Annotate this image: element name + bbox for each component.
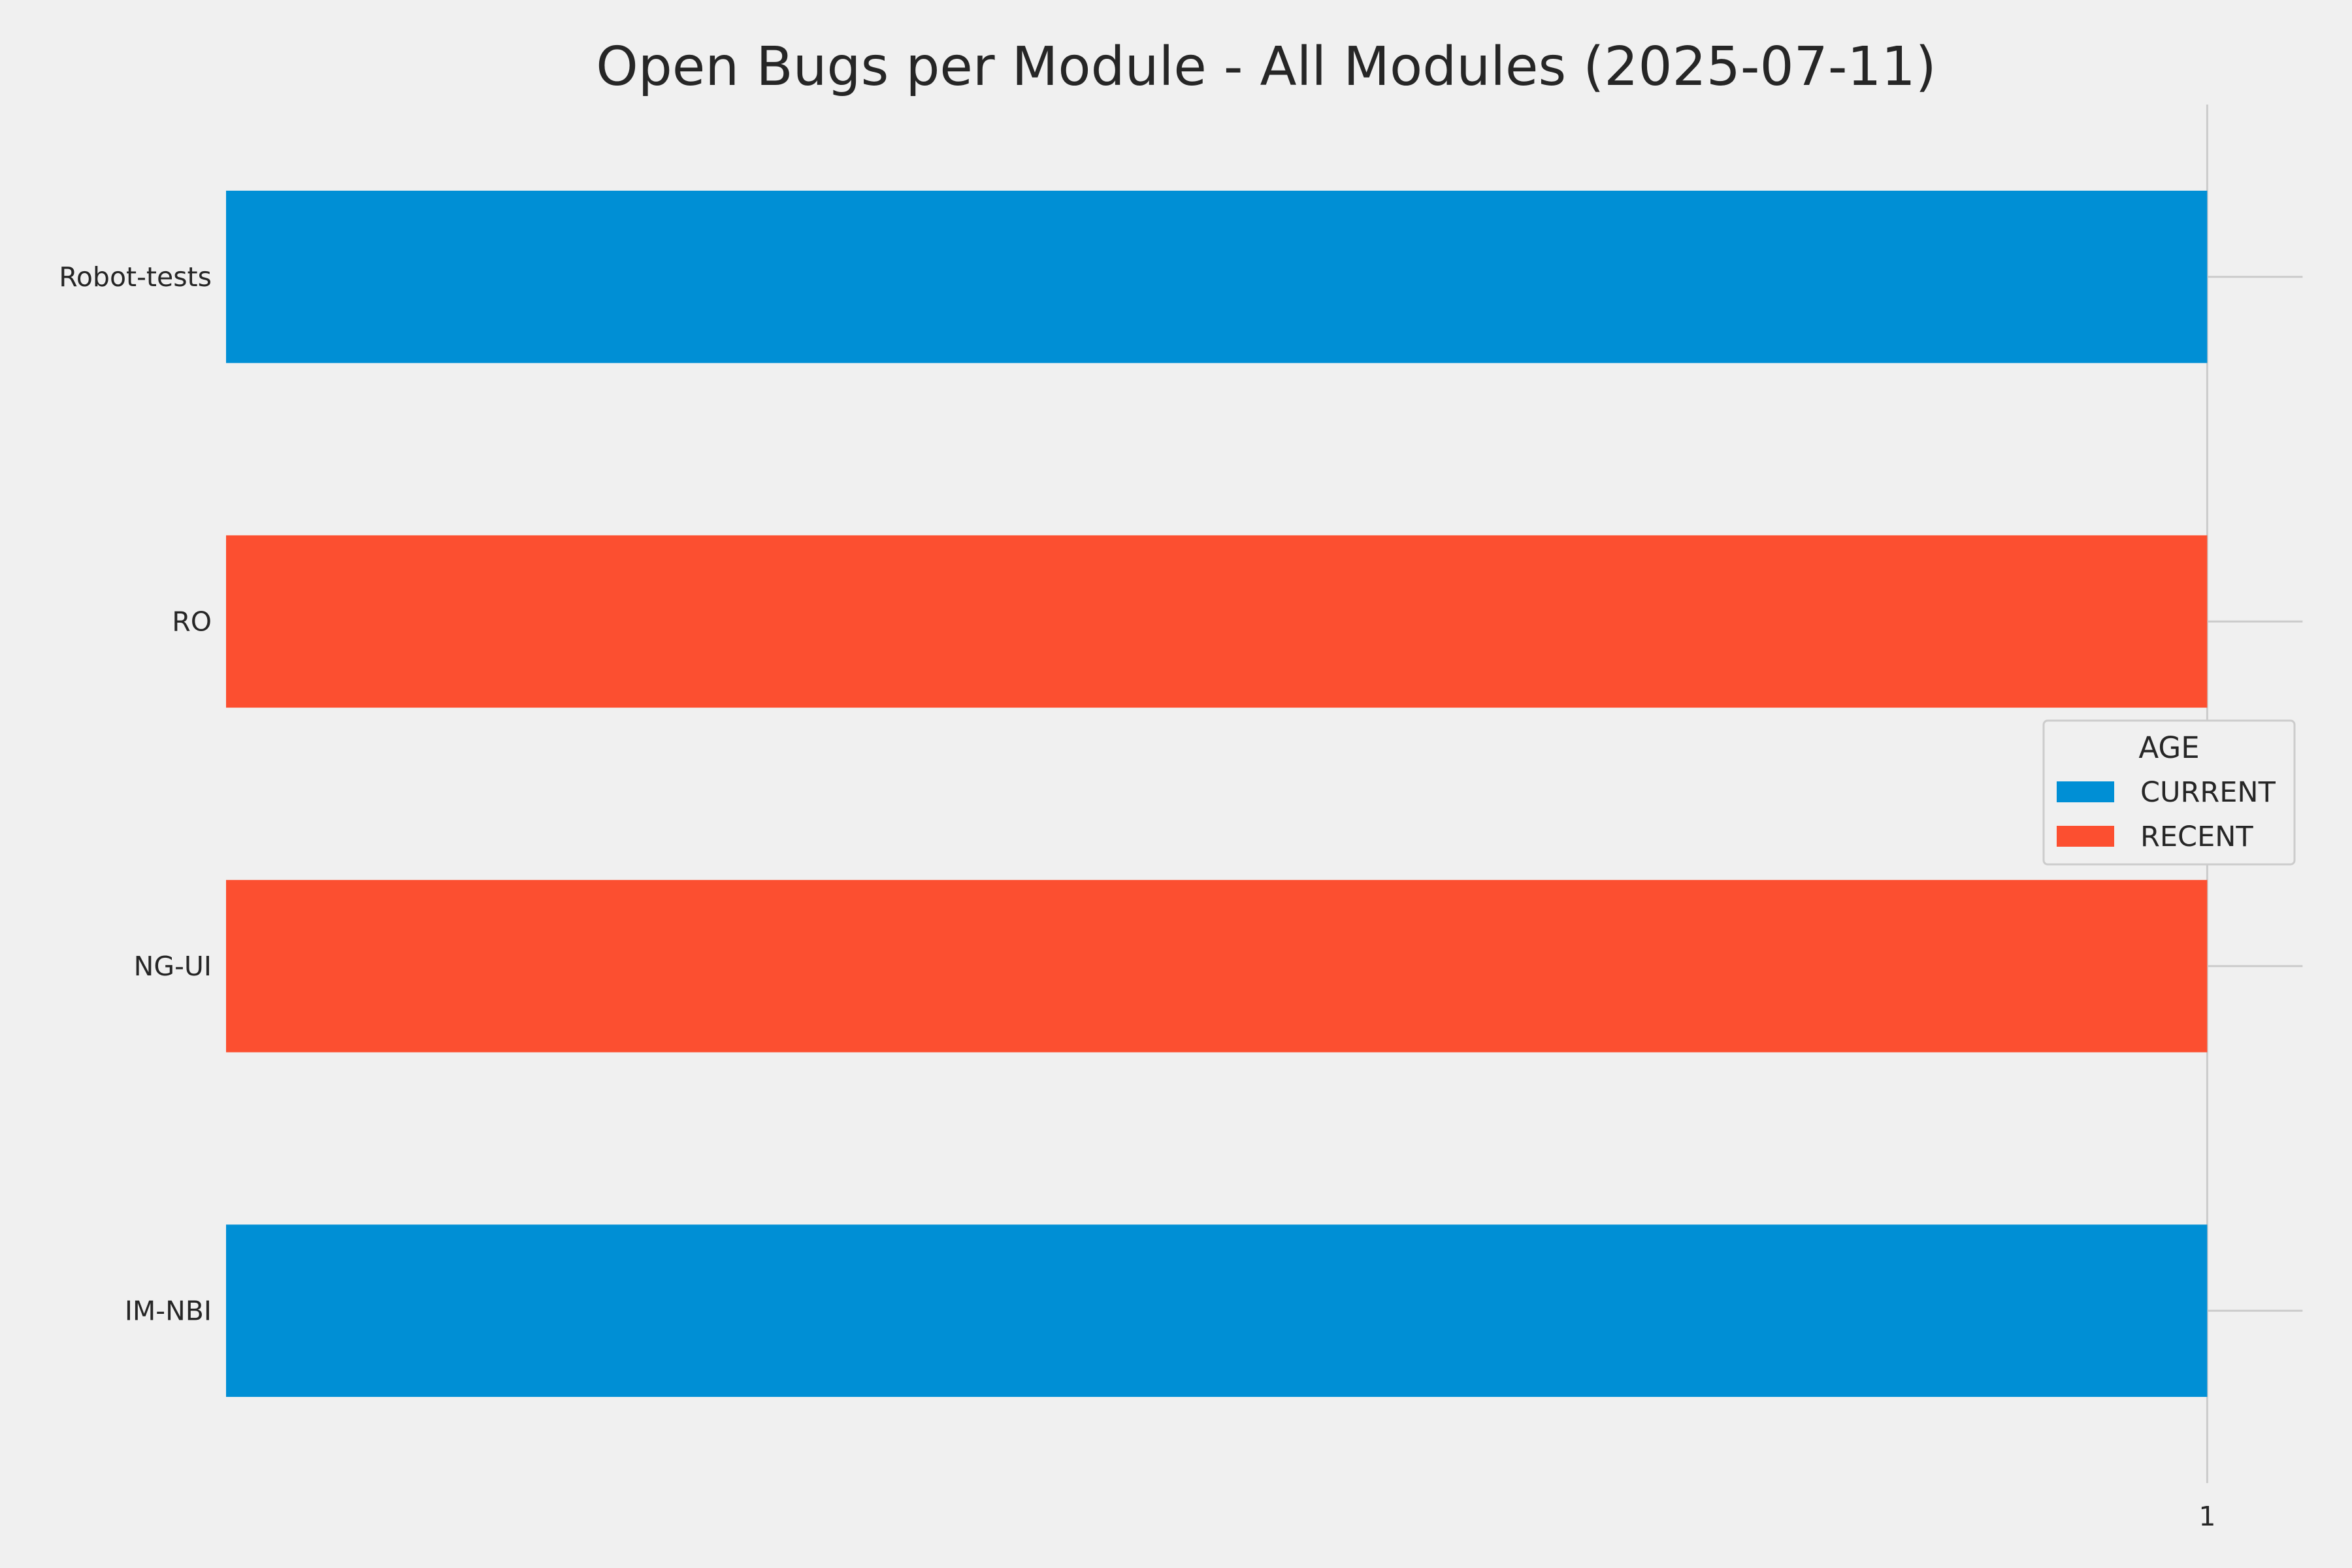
- x-tick-label: 1: [2198, 1501, 2215, 1532]
- y-tick-label: RO: [172, 606, 212, 637]
- bar-current: [226, 1224, 2208, 1397]
- bar-recent: [226, 535, 2208, 708]
- bar-recent: [226, 879, 2208, 1053]
- y-tick-label: Robot-tests: [59, 261, 212, 293]
- legend: AGE CURRENT RECENT: [2042, 719, 2296, 866]
- tick-layer: 1 Robot-tests RO NG-UI IM-NBI: [59, 261, 2215, 1532]
- chart-title: Open Bugs per Module - All Modules (2025…: [596, 36, 1936, 98]
- legend-swatch-recent: [2057, 826, 2114, 847]
- legend-label-recent: RECENT: [2140, 821, 2253, 853]
- legend-title: AGE: [2138, 730, 2199, 765]
- y-tick-label: NG-UI: [134, 951, 212, 982]
- y-tick-label: IM-NBI: [125, 1295, 212, 1326]
- legend-swatch-current: [2057, 781, 2114, 802]
- bar-current: [226, 190, 2208, 363]
- legend-entries: CURRENT RECENT: [2057, 776, 2276, 853]
- legend-label-current: CURRENT: [2140, 776, 2276, 809]
- bar-layer: [226, 190, 2208, 1397]
